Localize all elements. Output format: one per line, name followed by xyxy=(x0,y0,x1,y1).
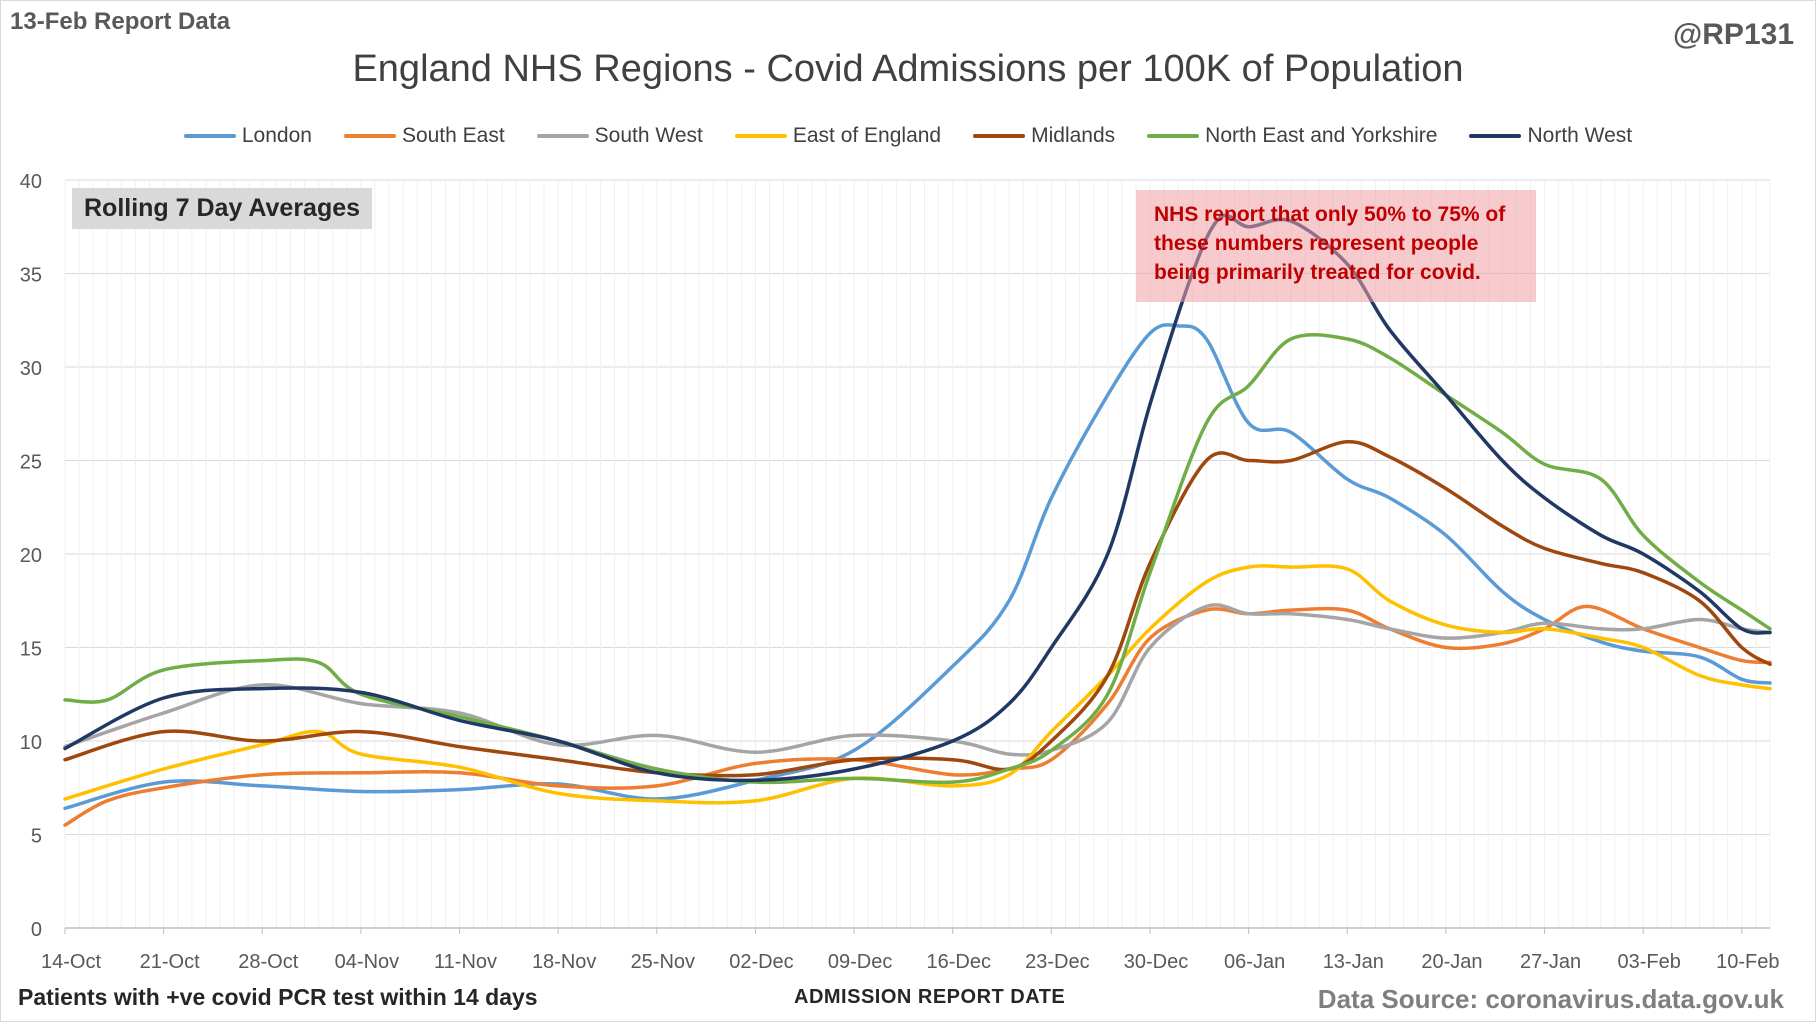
legend-label: North West xyxy=(1527,124,1633,147)
series-line-east-of-england xyxy=(63,564,1772,805)
legend-label: London xyxy=(241,124,312,147)
x-axis-label: ADMISSION REPORT DATE xyxy=(794,986,1066,1008)
rolling-average-badge: Rolling 7 Day Averages xyxy=(72,188,373,229)
legend-item-north-west: North West xyxy=(1469,124,1632,148)
legend-item-london: London xyxy=(183,124,312,148)
y-tick-label: 15 xyxy=(20,639,42,661)
report-date-label: 13-Feb Report Data xyxy=(10,8,231,35)
chart-legend: London South East South West East of Englan… xyxy=(0,124,1816,148)
author-handle: @RP131 xyxy=(1673,18,1794,51)
x-tick-label: 06-Jan xyxy=(1224,951,1285,973)
legend-swatch xyxy=(343,134,396,138)
y-tick-label: 35 xyxy=(20,265,42,287)
x-tick-label: 20-Jan xyxy=(1421,951,1482,973)
x-tick-label: 10-Feb xyxy=(1716,951,1779,973)
x-tick-label: 27-Jan xyxy=(1520,951,1581,973)
x-tick-label: 14-Oct xyxy=(41,951,101,973)
x-tick-label: 25-Nov xyxy=(631,951,695,973)
x-tick-label: 13-Jan xyxy=(1323,951,1384,973)
legend-swatch xyxy=(1147,134,1200,138)
x-tick-label: 03-Feb xyxy=(1617,951,1680,973)
legend-item-east-of-england: East of England xyxy=(734,124,942,148)
series-line-north-east-and-yorkshire xyxy=(63,332,1772,785)
legend-item-north-east-and-yorkshire: North East and Yorkshire xyxy=(1147,124,1437,148)
footer-note: Patients with +ve covid PCR test within … xyxy=(18,984,538,1010)
y-tick-label: 5 xyxy=(31,826,42,848)
x-tick-label: 09-Dec xyxy=(828,951,892,973)
x-tick-label: 28-Oct xyxy=(238,951,298,973)
legend-item-south-west: South West xyxy=(536,124,703,148)
legend-item-midlands: Midlands xyxy=(973,124,1115,148)
data-source: Data Source: coronavirus.data.gov.uk xyxy=(1317,984,1784,1014)
legend-item-south-east: South East xyxy=(343,124,505,148)
chart-title: England NHS Regions - Covid Admissions p… xyxy=(352,48,1464,90)
legend-label: South East xyxy=(401,124,505,147)
series-line-north-west xyxy=(63,213,1772,783)
x-tick-label: 04-Nov xyxy=(335,951,399,973)
legend-label: North East and Yorkshire xyxy=(1205,124,1438,147)
legend-swatch xyxy=(734,134,787,138)
y-tick-label: 0 xyxy=(31,919,42,941)
legend-label: East of England xyxy=(792,124,942,147)
x-tick-label: 02-Dec xyxy=(729,951,793,973)
series-line-london xyxy=(63,323,1772,811)
legend-label: South West xyxy=(594,124,703,147)
legend-swatch xyxy=(183,134,236,138)
legend-swatch xyxy=(536,134,589,138)
x-tick-label: 23-Dec xyxy=(1025,951,1089,973)
y-tick-label: 40 xyxy=(20,171,42,193)
y-tick-label: 10 xyxy=(20,732,42,754)
y-tick-label: 20 xyxy=(20,545,42,567)
nhs-note-annotation: NHS report that only 50% to 75% of these… xyxy=(1136,190,1536,302)
x-tick-label: 30-Dec xyxy=(1124,951,1188,973)
series-line-midlands xyxy=(63,440,1772,778)
legend-label: Midlands xyxy=(1031,124,1116,147)
x-tick-label: 18-Nov xyxy=(532,951,596,973)
legend-swatch xyxy=(973,134,1026,138)
x-tick-label: 21-Oct xyxy=(140,951,200,973)
x-tick-label: 16-Dec xyxy=(926,951,990,973)
y-tick-label: 30 xyxy=(20,358,42,380)
legend-swatch xyxy=(1469,134,1522,138)
series-line-south-east xyxy=(63,604,1772,827)
y-tick-label: 25 xyxy=(20,452,42,474)
x-tick-label: 11-Nov xyxy=(434,951,497,973)
series-line-south-west xyxy=(63,603,1772,757)
